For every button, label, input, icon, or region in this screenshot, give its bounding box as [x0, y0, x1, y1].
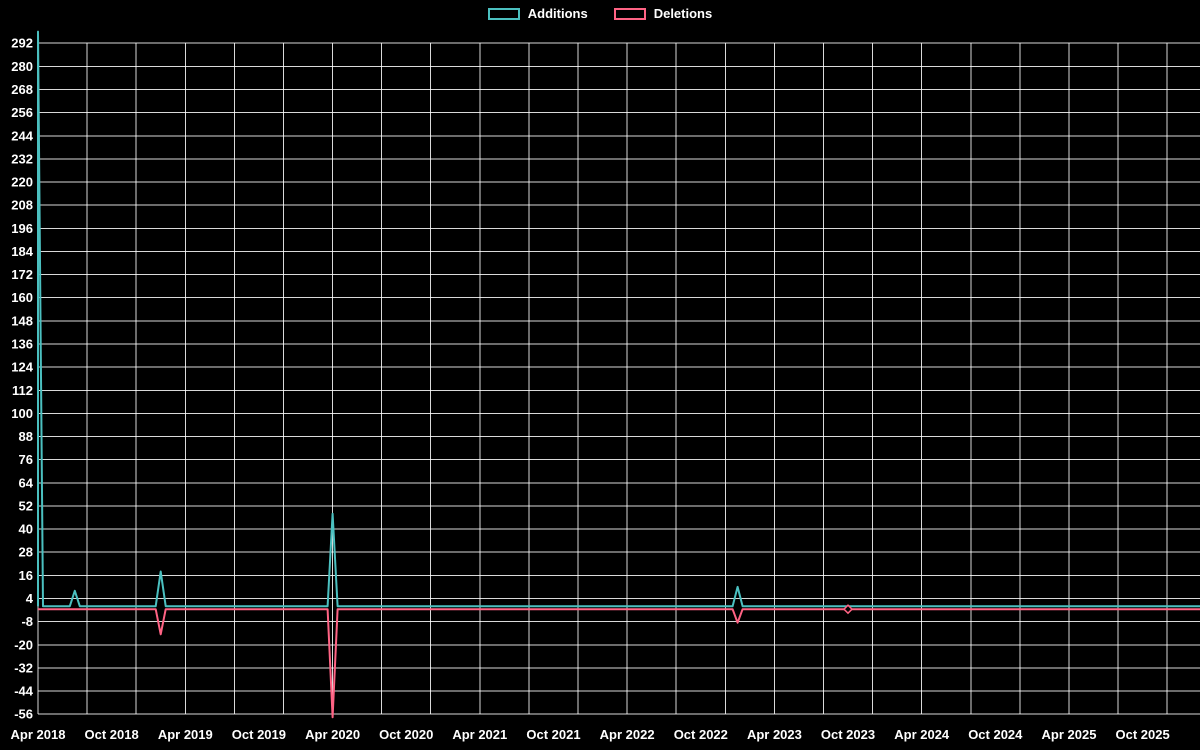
y-tick-label: 160 — [11, 290, 33, 305]
series-line-deletions — [38, 608, 1200, 719]
x-tick-label: Oct 2019 — [232, 727, 286, 742]
y-tick-label: 268 — [11, 82, 33, 97]
y-tick-label: 64 — [19, 475, 34, 490]
y-tick-label: 88 — [19, 429, 33, 444]
y-tick-label: 244 — [11, 128, 33, 143]
y-tick-label: 280 — [11, 59, 33, 74]
y-tick-label: -56 — [14, 707, 33, 722]
y-tick-label: -20 — [14, 637, 33, 652]
y-tick-label: -8 — [21, 614, 33, 629]
y-tick-label: 184 — [11, 244, 33, 259]
x-tick-label: Apr 2025 — [1042, 727, 1097, 742]
y-tick-label: -32 — [14, 660, 33, 675]
x-tick-label: Oct 2022 — [674, 727, 728, 742]
x-tick-label: Apr 2022 — [600, 727, 655, 742]
y-tick-label: 124 — [11, 360, 33, 375]
x-tick-label: Oct 2018 — [84, 727, 138, 742]
y-tick-label: 136 — [11, 337, 33, 352]
y-tick-label: 112 — [12, 383, 33, 398]
x-tick-label: Apr 2023 — [747, 727, 802, 742]
x-tick-label: Apr 2020 — [305, 727, 360, 742]
y-tick-label: 76 — [19, 452, 33, 467]
y-tick-label: 40 — [19, 522, 33, 537]
x-tick-label: Apr 2021 — [452, 727, 507, 742]
additions-swatch-icon — [487, 7, 520, 20]
y-tick-label: 28 — [19, 545, 33, 560]
y-tick-label: 292 — [11, 36, 33, 51]
y-tick-label: 232 — [11, 151, 33, 166]
y-tick-label: 220 — [11, 175, 33, 190]
x-tick-label: Oct 2023 — [821, 727, 875, 742]
y-tick-label: 256 — [11, 105, 33, 120]
deletions-swatch-icon — [613, 7, 646, 20]
additions-legend-label: Additions — [527, 6, 588, 21]
y-tick-label: -44 — [14, 684, 34, 699]
deletions-legend-label: Deletions — [653, 6, 713, 21]
diamond-marker — [842, 604, 854, 615]
series-line-additions — [37, 30, 1200, 608]
x-tick-label: Oct 2020 — [379, 727, 433, 742]
x-tick-label: Oct 2025 — [1115, 727, 1169, 742]
x-tick-label: Apr 2024 — [894, 727, 950, 742]
y-tick-label: 172 — [11, 267, 33, 282]
x-tick-label: Oct 2024 — [968, 727, 1023, 742]
x-tick-label: Apr 2018 — [11, 727, 66, 742]
legend-item-additions[interactable]: Additions — [487, 6, 588, 21]
legend-item-deletions[interactable]: Deletions — [613, 6, 713, 21]
y-tick-label: 196 — [11, 221, 33, 236]
x-tick-label: Oct 2021 — [526, 727, 580, 742]
y-tick-label: 100 — [11, 406, 33, 421]
y-tick-label: 16 — [19, 568, 33, 583]
y-tick-label: 4 — [26, 591, 34, 606]
y-tick-label: 208 — [11, 198, 33, 213]
chart-legend: Additions Deletions — [0, 7, 1200, 20]
y-tick-label: 148 — [11, 313, 33, 328]
y-tick-label: 52 — [19, 499, 33, 514]
x-tick-label: Apr 2019 — [158, 727, 213, 742]
